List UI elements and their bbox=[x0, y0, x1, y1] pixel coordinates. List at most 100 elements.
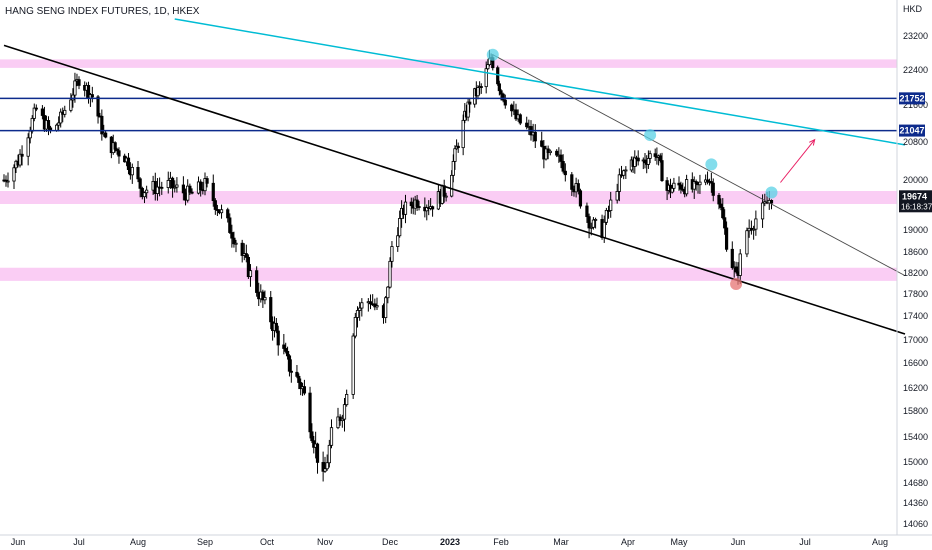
candle-121 bbox=[342, 398, 347, 432]
candle-132 bbox=[375, 297, 379, 310]
candle-67 bbox=[190, 188, 194, 195]
projection-arrow-head bbox=[809, 138, 816, 146]
time-tick-label: May bbox=[670, 537, 688, 547]
candle-268 bbox=[745, 227, 749, 258]
candle-body bbox=[499, 90, 503, 95]
candle-19 bbox=[57, 116, 61, 132]
support-resistance-zones bbox=[0, 59, 897, 281]
candle-body bbox=[563, 170, 567, 176]
candle-body bbox=[561, 161, 565, 172]
candle-body bbox=[602, 221, 606, 238]
candle-body bbox=[211, 182, 215, 202]
candle-237 bbox=[660, 152, 664, 182]
candle-body bbox=[396, 235, 400, 247]
price-tag-label: 21047 bbox=[899, 126, 924, 136]
candle-49 bbox=[138, 177, 142, 198]
candle-body bbox=[723, 217, 727, 229]
candle-265 bbox=[734, 261, 738, 274]
candle-body bbox=[104, 132, 108, 138]
candle-142 bbox=[403, 194, 408, 224]
candle-57 bbox=[160, 181, 164, 195]
candle-62 bbox=[175, 177, 179, 193]
time-tick-label: Jun bbox=[731, 537, 746, 547]
candle-body bbox=[609, 199, 613, 211]
candle-126 bbox=[358, 301, 362, 321]
candle-242 bbox=[672, 177, 676, 192]
candle-body bbox=[409, 201, 413, 207]
candle-body bbox=[738, 253, 742, 276]
candle-body bbox=[46, 120, 51, 129]
candle-body bbox=[417, 206, 421, 208]
candle-200 bbox=[559, 149, 563, 169]
candle-body bbox=[289, 370, 293, 373]
candle-143 bbox=[409, 197, 413, 214]
candle-66 bbox=[188, 183, 192, 195]
candle-185 bbox=[514, 103, 518, 121]
candle-93 bbox=[269, 291, 273, 330]
candle-body bbox=[269, 297, 273, 323]
price-tick-label: 21600 bbox=[903, 100, 928, 110]
candle-108 bbox=[308, 386, 312, 439]
candle-body bbox=[18, 153, 22, 166]
candle-8 bbox=[26, 133, 30, 166]
candle-173 bbox=[484, 61, 488, 94]
candle-body bbox=[297, 375, 301, 383]
price-axis-ticks: 14060 14360 14680 15000 15400 15800 16200 16600… bbox=[903, 31, 928, 529]
candle-77 bbox=[219, 204, 224, 219]
candle-96 bbox=[274, 317, 278, 334]
candle-48 bbox=[136, 160, 140, 183]
candle-3 bbox=[12, 164, 16, 190]
candle-body bbox=[496, 67, 500, 85]
candle-body bbox=[28, 130, 32, 139]
candle-215 bbox=[604, 207, 608, 225]
candle-body bbox=[170, 177, 175, 189]
time-tick-label: Sep bbox=[197, 537, 213, 547]
candle-body bbox=[479, 86, 483, 88]
candle-91 bbox=[261, 289, 265, 308]
candle-body bbox=[705, 179, 710, 182]
candle-196 bbox=[546, 145, 550, 160]
price-tick-label: 14680 bbox=[903, 478, 928, 488]
candle-body bbox=[388, 260, 392, 288]
price-tick-label: 20800 bbox=[903, 137, 928, 147]
time-tick-label: Aug bbox=[872, 537, 888, 547]
candle-body bbox=[643, 159, 647, 164]
candle-23 bbox=[69, 93, 73, 113]
price-tick-label: 15400 bbox=[903, 432, 928, 442]
candle-body bbox=[450, 174, 454, 197]
candle-body bbox=[476, 87, 480, 97]
candle-124 bbox=[353, 312, 357, 339]
candle-body bbox=[425, 207, 429, 212]
price-tick-label: 23200 bbox=[903, 31, 928, 41]
candle-272 bbox=[754, 210, 758, 236]
candle-117 bbox=[329, 419, 334, 449]
candle-body bbox=[234, 242, 238, 245]
candle-body bbox=[677, 182, 681, 186]
pivot-marker-4 bbox=[730, 278, 743, 291]
zone-1 bbox=[0, 191, 897, 204]
candle-body bbox=[40, 108, 45, 116]
candle-body bbox=[276, 330, 280, 346]
candle-125 bbox=[355, 306, 360, 328]
candle-body bbox=[6, 180, 10, 183]
candle-body bbox=[672, 182, 676, 189]
candle-181 bbox=[501, 92, 505, 103]
candle-body bbox=[570, 174, 574, 190]
candle-138 bbox=[396, 227, 400, 252]
candle-body bbox=[430, 206, 435, 210]
price-tick-label: 17400 bbox=[903, 311, 928, 321]
candle-51 bbox=[142, 191, 147, 204]
candle-body bbox=[358, 307, 362, 311]
candle-body bbox=[20, 153, 24, 157]
candle-body bbox=[115, 148, 119, 152]
time-tick-label: Jun bbox=[11, 537, 26, 547]
candle-body bbox=[327, 444, 331, 464]
candle-92 bbox=[263, 290, 267, 305]
candle-41 bbox=[115, 147, 119, 155]
candle-102 bbox=[289, 359, 293, 383]
candle-body bbox=[544, 148, 548, 160]
candle-27 bbox=[77, 76, 81, 90]
pivot-marker-1 bbox=[644, 129, 657, 142]
